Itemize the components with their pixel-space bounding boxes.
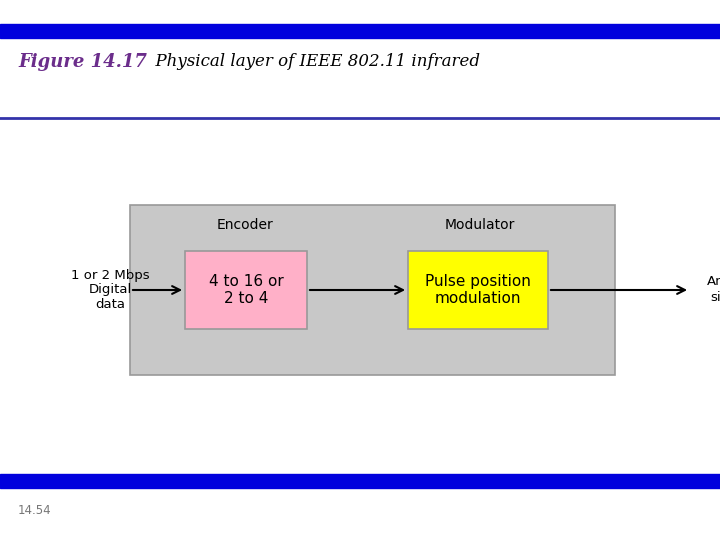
Text: Analog: Analog [707,275,720,288]
Text: signal: signal [710,292,720,305]
Bar [0,474,720,488]
Text: Pulse position
modulation: Pulse position modulation [425,274,531,306]
Bar [0,24,720,38]
Bar [185,251,307,329]
Text: Physical layer of IEEE 802.11 infrared: Physical layer of IEEE 802.11 infrared [145,53,480,71]
Text: data: data [95,298,125,310]
Text: Modulator: Modulator [445,218,516,232]
Text: 4 to 16 or
2 to 4: 4 to 16 or 2 to 4 [209,274,284,306]
Bar [408,251,548,329]
Bar [130,205,615,375]
Text: Encoder: Encoder [217,218,274,232]
Text: Figure 14.17: Figure 14.17 [18,53,147,71]
Text: 1 or 2 Mbps: 1 or 2 Mbps [71,269,149,282]
Text: Digital: Digital [89,284,132,296]
Text: 14.54: 14.54 [18,503,52,516]
